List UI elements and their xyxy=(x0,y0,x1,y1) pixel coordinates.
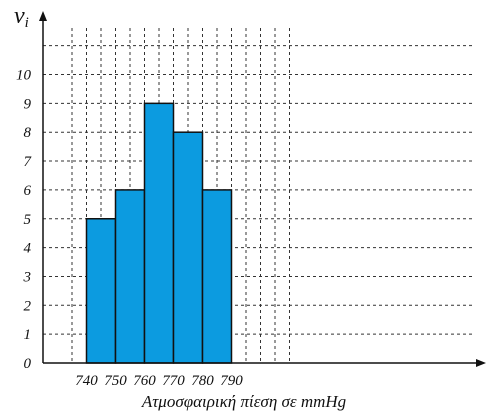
axes xyxy=(39,11,486,367)
y-tick-label: 10 xyxy=(16,68,32,84)
y-tick-label: 2 xyxy=(24,298,32,314)
x-tick-label: 790 xyxy=(220,373,243,389)
histogram-bar xyxy=(172,131,204,364)
y-tick-label: 1 xyxy=(24,327,32,343)
histogram-bars xyxy=(85,102,233,364)
y-tick-label: 8 xyxy=(24,125,32,141)
grid-lines xyxy=(43,28,472,363)
y-axis-arrowhead xyxy=(39,11,47,21)
x-tick-label: 780 xyxy=(191,373,214,389)
y-tick-label: 5 xyxy=(24,212,32,228)
histogram-bar xyxy=(143,102,175,364)
x-tick-label: 750 xyxy=(104,373,127,389)
x-tick-label: 770 xyxy=(162,373,185,389)
y-axis-label: νi xyxy=(14,3,29,31)
x-axis-label: Ατμοσφαιρική πίεση σε mmHg xyxy=(141,392,346,411)
y-tick-label: 6 xyxy=(24,183,32,199)
y-tick-label: 4 xyxy=(24,241,32,257)
tick-labels: 0 1 2 3 4 5 6 7 8 9 10 740 750 760 770 780 790 xyxy=(16,68,243,390)
y-axis-label-subscript: i xyxy=(25,15,29,31)
x-tick-label: 760 xyxy=(133,373,156,389)
histogram-bar xyxy=(85,218,117,364)
y-tick-label: 0 xyxy=(24,356,32,372)
y-tick-label: 9 xyxy=(24,96,32,112)
x-tick-label: 740 xyxy=(75,373,98,389)
histogram-bar xyxy=(201,189,233,364)
y-tick-label: 3 xyxy=(23,269,32,285)
x-axis-arrowhead xyxy=(476,359,486,367)
y-tick-label: 7 xyxy=(24,154,33,170)
histogram-bar xyxy=(114,189,146,364)
